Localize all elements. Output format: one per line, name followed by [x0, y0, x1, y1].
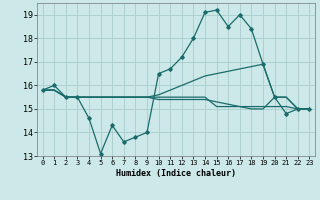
X-axis label: Humidex (Indice chaleur): Humidex (Indice chaleur) — [116, 169, 236, 178]
